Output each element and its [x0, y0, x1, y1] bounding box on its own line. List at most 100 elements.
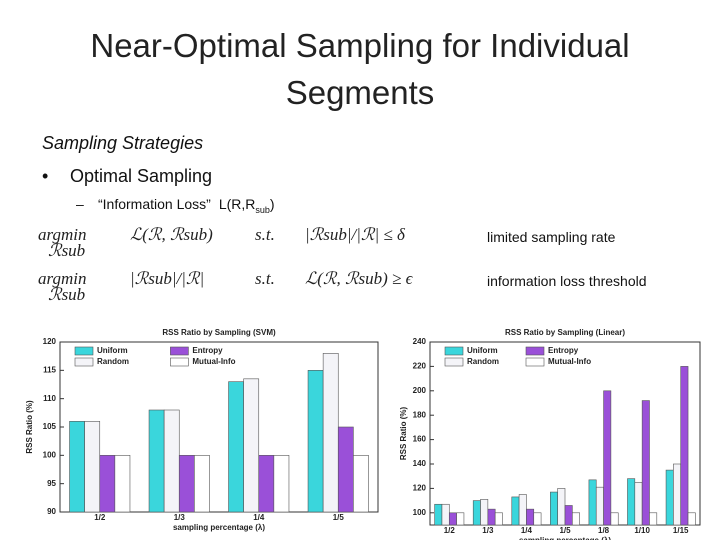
- formula-st: s.t.: [255, 269, 275, 288]
- formula-st: s.t.: [255, 225, 275, 244]
- x-tick-label: 1/2: [444, 526, 456, 535]
- bar: [441, 503, 450, 526]
- formula-constraint: ℒ(ℛ, ℛsub) ≥ ϵ: [305, 269, 414, 288]
- formula-objective: |ℛsub|/|ℛ|: [130, 269, 204, 288]
- bar: [322, 353, 339, 513]
- bar: [533, 512, 542, 526]
- expr-end: ): [270, 196, 275, 212]
- legend-label: Random: [97, 357, 129, 366]
- x-tick-label: 1/10: [634, 526, 650, 535]
- bar: [434, 503, 443, 526]
- title-line: Near-Optimal Sampling for Individual: [90, 27, 629, 64]
- bar: [550, 491, 558, 526]
- x-tick-label: 1/5: [559, 526, 571, 535]
- x-axis-label: sampling percentage (λ): [173, 523, 265, 532]
- chart-title: RSS Ratio by Sampling (SVM): [162, 328, 276, 337]
- legend-label: Entropy: [548, 346, 579, 355]
- bar: [665, 469, 674, 526]
- bar: [595, 486, 604, 526]
- chart-title: RSS Ratio by Sampling (Linear): [505, 328, 625, 337]
- bullet-mark: •: [42, 166, 48, 186]
- x-tick-label: 1/5: [333, 513, 345, 522]
- x-tick-label: 1/4: [521, 526, 533, 535]
- bar: [588, 479, 597, 526]
- bar: [353, 455, 369, 513]
- bar: [337, 426, 354, 513]
- y-tick-label: 95: [47, 479, 56, 488]
- legend-label: Random: [467, 357, 499, 366]
- y-tick-label: 240: [413, 337, 427, 346]
- y-tick-label: 220: [413, 362, 427, 371]
- bar: [572, 512, 580, 526]
- y-tick-label: 115: [43, 365, 56, 374]
- bar: [307, 370, 324, 513]
- bar: [69, 421, 85, 513]
- bar: [84, 421, 101, 513]
- x-tick-label: 1/15: [673, 526, 689, 535]
- dash-text: “Information Loss”: [98, 196, 211, 212]
- y-tick-label: 100: [413, 508, 427, 517]
- bar: [494, 512, 503, 526]
- formula-objective: ℒ(ℛ, ℛsub): [130, 225, 213, 244]
- bar: [148, 409, 165, 513]
- bar: [687, 512, 696, 526]
- bar: [243, 378, 260, 513]
- bar: [448, 512, 457, 526]
- bar: [194, 455, 210, 513]
- legend-label: Uniform: [467, 346, 498, 355]
- y-tick-label: 90: [47, 507, 56, 516]
- bar: [526, 508, 535, 526]
- bar: [557, 488, 566, 526]
- expr: L(R,R: [219, 196, 256, 212]
- bar: [603, 390, 612, 526]
- x-tick-label: 1/2: [94, 513, 106, 522]
- dash-item: “Information Loss” L(R,Rsub): [98, 196, 275, 215]
- bar: [518, 494, 527, 526]
- bar: [680, 366, 689, 526]
- y-tick-label: 120: [413, 484, 427, 493]
- y-tick-label: 105: [43, 422, 57, 431]
- dash-mark: –: [76, 196, 84, 212]
- bar: [649, 512, 658, 526]
- bar: [480, 499, 489, 526]
- legend-swatch: [170, 346, 189, 356]
- formula-op-sub: ℛsub: [48, 241, 85, 260]
- formula-note: limited sampling rate: [487, 229, 616, 245]
- bar: [114, 455, 131, 513]
- x-tick-label: 1/3: [482, 526, 494, 535]
- y-tick-label: 120: [43, 337, 57, 346]
- bar: [163, 409, 180, 513]
- formula-op-sub: ℛsub: [48, 285, 85, 304]
- bar: [627, 478, 636, 526]
- bar: [564, 505, 573, 526]
- formula-op: argmin: [38, 269, 87, 288]
- bar: [511, 496, 520, 526]
- y-tick-label: 200: [413, 386, 427, 395]
- bar: [472, 500, 481, 526]
- legend-swatch: [74, 346, 94, 356]
- legend-swatch: [525, 357, 545, 367]
- y-axis-label: RSS Ratio (%): [25, 400, 34, 454]
- bar: [641, 400, 650, 526]
- bar: [228, 381, 244, 513]
- y-axis-label: RSS Ratio (%): [399, 407, 408, 461]
- y-tick-label: 100: [43, 450, 57, 459]
- x-axis-label: sampling percentage (λ): [519, 536, 611, 540]
- bullet: Optimal Sampling: [70, 166, 212, 186]
- legend-swatch: [525, 346, 545, 356]
- legend-label: Uniform: [97, 346, 128, 355]
- legend-label: Entropy: [192, 346, 223, 355]
- formula-op: argmin: [38, 225, 87, 244]
- bar: [487, 508, 496, 526]
- legend-swatch: [170, 357, 189, 367]
- bar: [258, 455, 275, 513]
- legend-swatch: [74, 357, 94, 367]
- y-tick-label: 160: [413, 435, 427, 444]
- legend-swatch: [444, 346, 464, 356]
- x-tick-label: 1/8: [598, 526, 610, 535]
- legend-swatch: [444, 357, 464, 367]
- bar: [456, 512, 465, 526]
- bar: [273, 455, 290, 513]
- x-tick-label: 1/4: [253, 513, 265, 522]
